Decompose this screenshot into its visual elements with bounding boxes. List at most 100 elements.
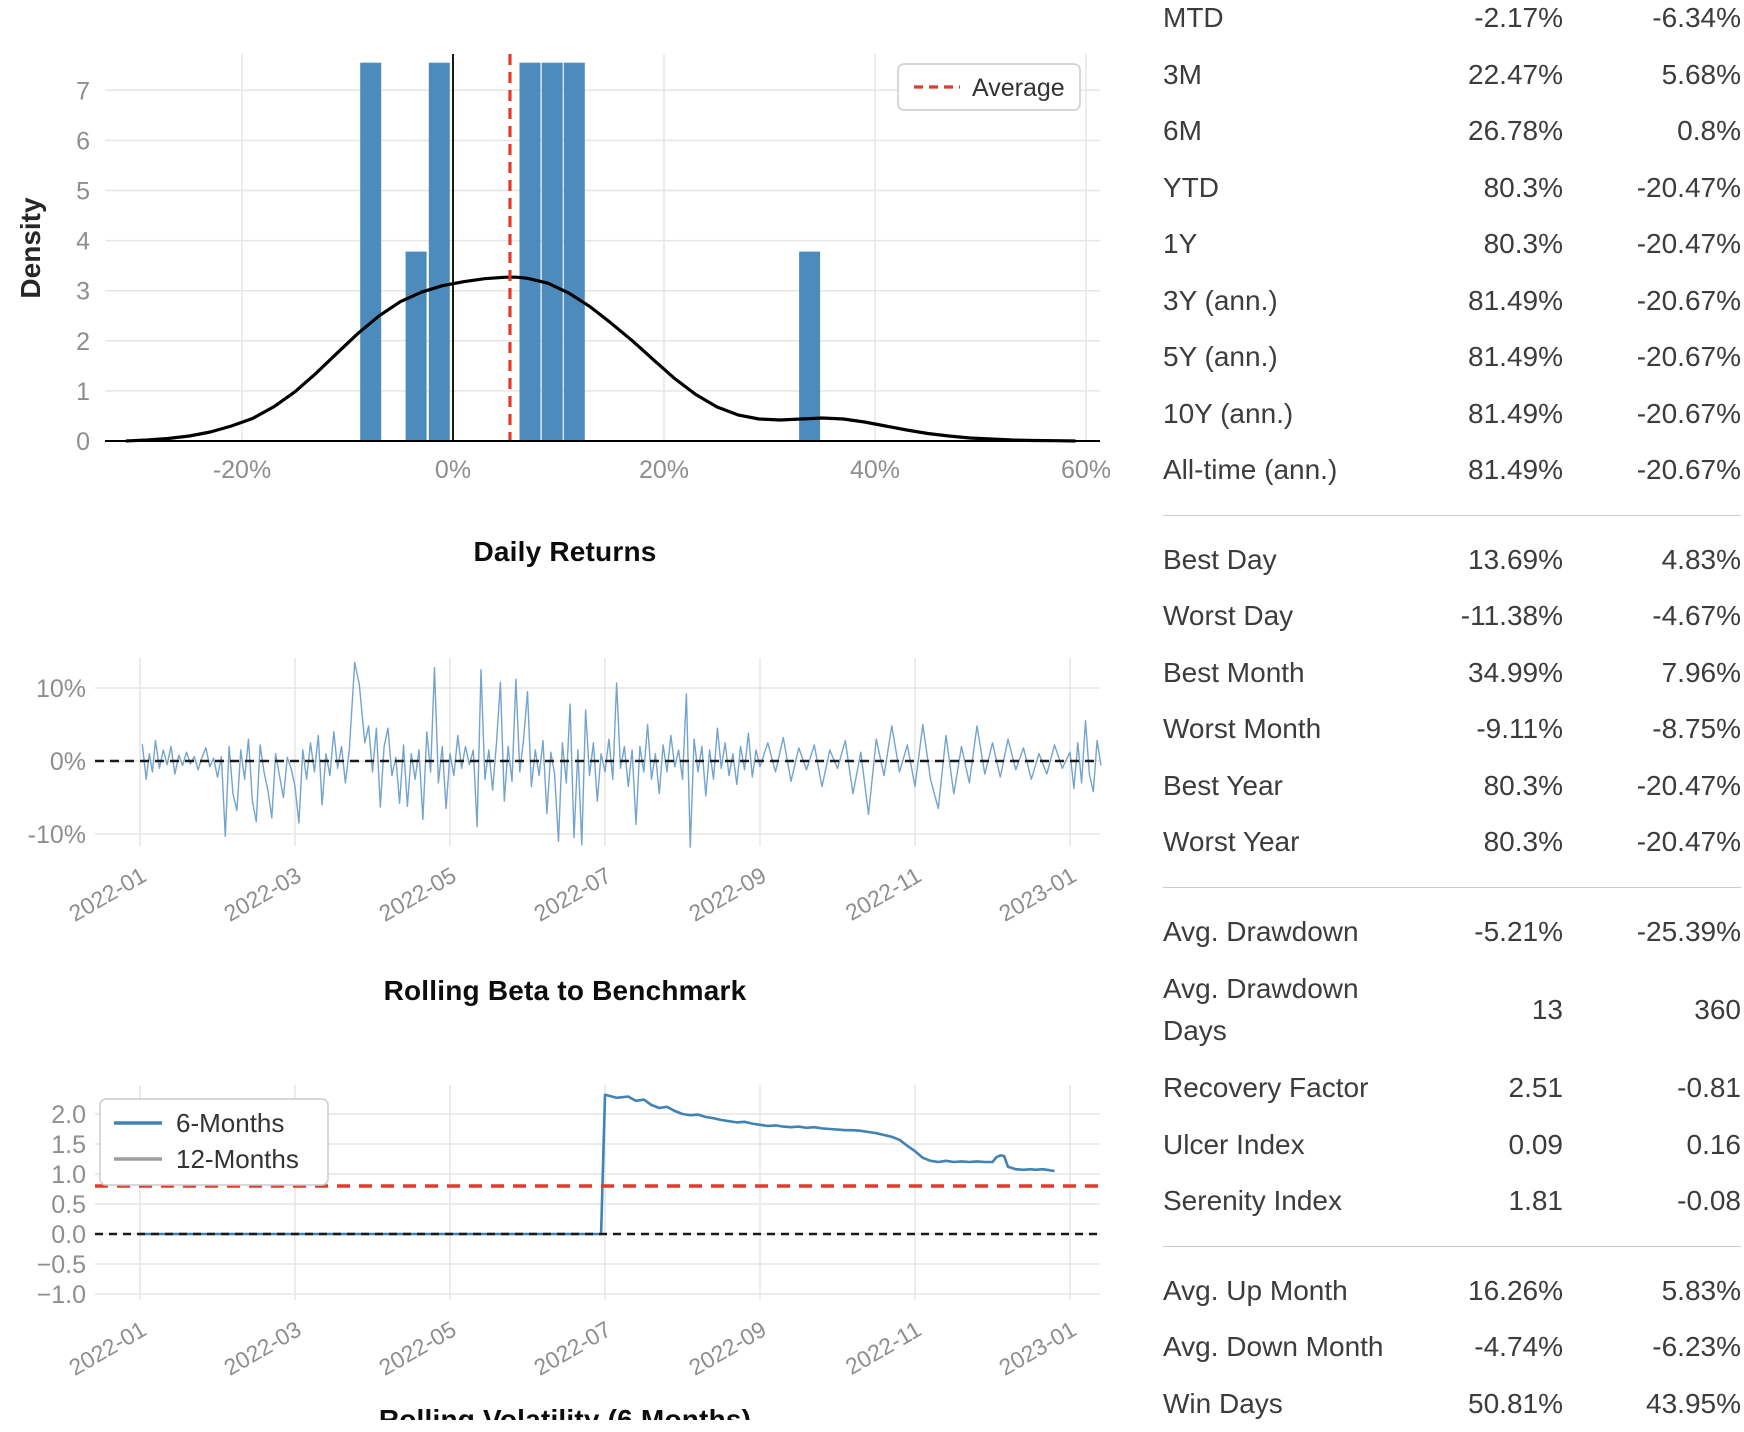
y-tick-label: 2.0 bbox=[51, 1101, 86, 1129]
metric-label: Worst Year bbox=[1163, 821, 1413, 863]
metric-value-col1: 80.3% bbox=[1413, 172, 1563, 204]
metric-label: Best Day bbox=[1163, 539, 1413, 581]
metric-label: Win Days bbox=[1163, 1383, 1413, 1425]
y-tick-label: −0.5 bbox=[37, 1251, 86, 1279]
returns-series-line bbox=[142, 663, 1101, 848]
metric-label: Recovery Factor bbox=[1163, 1067, 1413, 1109]
metric-value-col1: 81.49% bbox=[1413, 341, 1563, 373]
metric-value-col1: 1.81 bbox=[1413, 1185, 1563, 1217]
legend-12-months-label: 12-Months bbox=[176, 1144, 299, 1174]
metric-value-col1: 2.51 bbox=[1413, 1072, 1563, 1104]
metric-value-col2: 360 bbox=[1563, 994, 1741, 1026]
metric-label: Avg. Drawdown Days bbox=[1163, 968, 1413, 1052]
y-tick-label: 1.5 bbox=[51, 1131, 86, 1159]
metric-value-col1: 80.3% bbox=[1413, 228, 1563, 260]
histogram-bar bbox=[406, 252, 427, 441]
metric-label: Best Year bbox=[1163, 765, 1413, 807]
rolling-beta-chart: 2.01.51.00.50.0−0.5−1.06-Months12-Months… bbox=[0, 1078, 1130, 1420]
metric-value-col1: -11.38% bbox=[1413, 600, 1563, 632]
y-tick-label: 6 bbox=[76, 127, 90, 155]
metric-value-col2: -0.08 bbox=[1563, 1185, 1741, 1217]
date-tick-label: 2022-07 bbox=[529, 862, 615, 927]
metric-value-col2: -20.67% bbox=[1563, 454, 1741, 486]
metric-value-col2: -20.47% bbox=[1563, 172, 1741, 204]
date-tick-label: 2022-11 bbox=[841, 1316, 926, 1380]
metric-value-col1: -2.17% bbox=[1413, 2, 1563, 34]
metric-value-col1: 16.26% bbox=[1413, 1275, 1563, 1307]
metric-value-col1: 34.99% bbox=[1413, 657, 1563, 689]
date-tick-label: 2022-03 bbox=[219, 1316, 305, 1381]
table-group-separator bbox=[1163, 515, 1741, 516]
histogram-bar bbox=[542, 63, 563, 441]
metric-value-col1: 26.78% bbox=[1413, 115, 1563, 147]
date-tick-label: 2022-01 bbox=[64, 862, 150, 927]
metric-value-col1: 81.49% bbox=[1413, 454, 1563, 486]
histogram-bar bbox=[429, 63, 450, 441]
y-tick-label: 1 bbox=[76, 378, 90, 406]
date-tick-label: 2022-09 bbox=[684, 1316, 770, 1381]
date-tick-label: 2022-01 bbox=[64, 1316, 150, 1381]
table-row: 10Y (ann.)81.49%-20.67% bbox=[1163, 386, 1741, 443]
x-tick-label: 60% bbox=[1061, 456, 1111, 484]
metric-value-col2: -20.47% bbox=[1563, 826, 1741, 858]
metric-label: 6M bbox=[1163, 110, 1413, 152]
metric-value-col1: -5.21% bbox=[1413, 916, 1563, 948]
metric-value-col2: 5.83% bbox=[1563, 1275, 1741, 1307]
chart-title-daily-returns: Daily Returns bbox=[0, 536, 1130, 568]
metric-label: All-time (ann.) bbox=[1163, 449, 1413, 491]
y-tick-label: 0.0 bbox=[51, 1221, 86, 1249]
metric-value-col1: -4.74% bbox=[1413, 1331, 1563, 1363]
y-tick-label: 3 bbox=[76, 278, 90, 306]
metric-value-col2: -25.39% bbox=[1563, 916, 1741, 948]
metric-label: Best Month bbox=[1163, 652, 1413, 694]
y-tick-label: 0 bbox=[76, 428, 90, 456]
date-tick-label: 2022-07 bbox=[529, 1316, 615, 1381]
metric-value-col2: 7.96% bbox=[1563, 657, 1741, 689]
metric-label: MTD bbox=[1163, 0, 1413, 39]
metric-value-col2: 4.83% bbox=[1563, 544, 1741, 576]
metric-value-col2: -0.81 bbox=[1563, 1072, 1741, 1104]
metric-value-col2: -8.75% bbox=[1563, 713, 1741, 745]
metric-value-col2: 0.8% bbox=[1563, 115, 1741, 147]
histogram-bar bbox=[360, 63, 381, 441]
metric-value-col1: 13 bbox=[1413, 994, 1563, 1026]
metric-label: YTD bbox=[1163, 167, 1413, 209]
legend-6-months-label: 6-Months bbox=[176, 1108, 284, 1138]
date-tick-label: 2022-05 bbox=[374, 1316, 460, 1381]
table-row: 3Y (ann.)81.49%-20.67% bbox=[1163, 273, 1741, 330]
metric-label: 10Y (ann.) bbox=[1163, 393, 1413, 435]
x-tick-label: -20% bbox=[213, 456, 271, 484]
y-tick-label: 4 bbox=[76, 228, 90, 256]
date-tick-label: 2023-01 bbox=[994, 1316, 1080, 1381]
kde-curve bbox=[126, 277, 1076, 441]
metric-value-col2: -20.67% bbox=[1563, 285, 1741, 317]
histogram-bar bbox=[520, 63, 541, 441]
metric-label: Serenity Index bbox=[1163, 1180, 1413, 1222]
metric-value-col2: -20.67% bbox=[1563, 398, 1741, 430]
metric-label: 1Y bbox=[1163, 223, 1413, 265]
date-tick-label: 2022-11 bbox=[841, 862, 926, 926]
y-tick-label: 0.5 bbox=[51, 1191, 86, 1219]
table-row: Worst Day-11.38%-4.67% bbox=[1163, 588, 1741, 645]
y-tick-label: 0% bbox=[50, 748, 86, 776]
metric-value-col1: 50.81% bbox=[1413, 1388, 1563, 1420]
table-row: Avg. Down Month-4.74%-6.23% bbox=[1163, 1319, 1741, 1376]
y-tick-label: -10% bbox=[28, 821, 86, 849]
metric-value-col2: -20.47% bbox=[1563, 228, 1741, 260]
metric-value-col1: 0.09 bbox=[1413, 1129, 1563, 1161]
